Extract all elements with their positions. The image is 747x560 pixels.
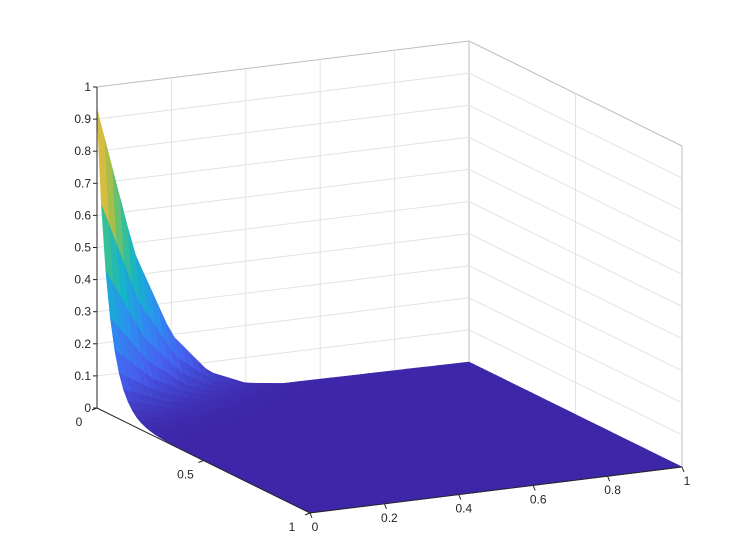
grid-line-z [96,136,470,184]
grid-line-z [96,265,470,313]
z-tick-label: 0.8 [74,144,91,158]
x-tick-mark [607,476,611,482]
x-tick-label: 0.2 [381,511,398,525]
x-tick-mark [532,485,536,491]
z-tick-label: 0.5 [74,241,91,255]
surface-mesh [96,109,684,514]
z-tick-label: 0.9 [74,112,91,126]
x-tick-mark [681,466,685,473]
y-axis-ticks: 00.51 [76,407,311,534]
y-tick-mark [91,407,98,411]
y-tick-mark [304,512,311,516]
grid-line-z [96,233,470,281]
y-tick-mark [198,460,204,463]
z-tick-label: 0.6 [74,208,91,222]
x-axis-ticks: 0 0.2 0.4 0.6 0.8 1 [309,466,691,534]
z-tick-label: 0.1 [74,369,91,383]
grid-line-z [96,104,470,152]
x-axis-line [309,466,683,514]
grid-line-z [96,72,470,120]
z-tick-label: 0 [84,401,91,415]
x-tick-mark [383,503,387,509]
grid-line-z [96,168,470,216]
y-tick-label: 1 [289,520,296,534]
y-tick-label: 0.5 [177,468,194,482]
grid-line-z [96,201,470,248]
y-tick-label: 0 [76,415,83,429]
z-tick-label: 0.4 [74,273,91,287]
z-tick-label: 0.3 [74,305,91,319]
x-tick-label: 1 [684,474,691,488]
z-tick-label: 1 [84,80,91,94]
box-edge [96,40,470,88]
z-tick-label: 0.7 [74,176,91,190]
x-tick-label: 0.4 [455,502,472,516]
x-tick-label: 0 [312,520,319,534]
x-tick-mark [309,512,313,519]
x-tick-mark [458,494,462,500]
z-tick-label: 0.2 [74,337,91,351]
z-axis-ticks: 0 0.1 0.2 0.3 0.4 0.5 0.6 0.7 0.8 0.9 1 [74,80,97,415]
x-tick-label: 0.8 [604,483,621,497]
x-tick-label: 0.6 [530,492,547,506]
